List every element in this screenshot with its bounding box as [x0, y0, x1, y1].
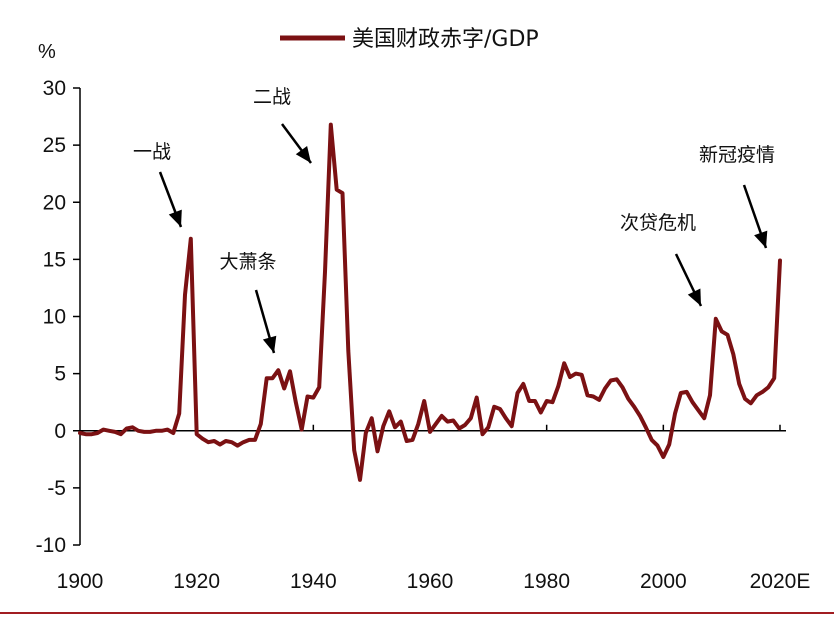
y-tick-label: 15 [43, 248, 66, 271]
y-tick-label: -5 [47, 477, 66, 500]
y-axis-unit-label: % [38, 41, 56, 63]
axes: -10 -5 0 5 10 15 20 25 30 1900 1920 1940 1960 1980 200… [36, 77, 811, 593]
y-tick-label: -10 [36, 534, 66, 557]
x-tick-label: 1900 [57, 570, 104, 593]
y-tick-label: 30 [43, 77, 66, 100]
y-tick-label: 20 [43, 191, 66, 214]
annotation-arrow-head [168, 209, 182, 227]
y-tick-label: 10 [43, 306, 66, 329]
annotation-arrow-head [262, 335, 277, 353]
y-tick-label: 0 [54, 420, 66, 443]
annotation-arrow-head [687, 288, 701, 306]
annotation-label: 一战 [133, 141, 171, 163]
y-tick-label: 5 [54, 363, 66, 386]
series-line [78, 122, 782, 482]
series-layer [78, 122, 782, 482]
x-tick-label: 1940 [290, 570, 337, 593]
x-tick-label: 1920 [173, 570, 220, 593]
x-tick-label: 1980 [523, 570, 570, 593]
annotation-label: 大萧条 [219, 251, 276, 273]
x-tick-label: 1960 [407, 570, 454, 593]
annotation-label: 二战 [253, 86, 291, 108]
annotation-label: 新冠疫情 [699, 144, 775, 166]
annotation-arrow-head [754, 230, 768, 248]
legend: 美国财政赤字/GDP [280, 27, 539, 52]
y-tick-label: 25 [43, 134, 66, 157]
x-tick-label: 2000 [640, 570, 687, 593]
annotation-label: 次贷危机 [620, 212, 696, 234]
x-tick-label: 2020E [750, 570, 811, 593]
annotation-arrow-head [295, 146, 311, 163]
legend-label: 美国财政赤字/GDP [352, 27, 539, 52]
